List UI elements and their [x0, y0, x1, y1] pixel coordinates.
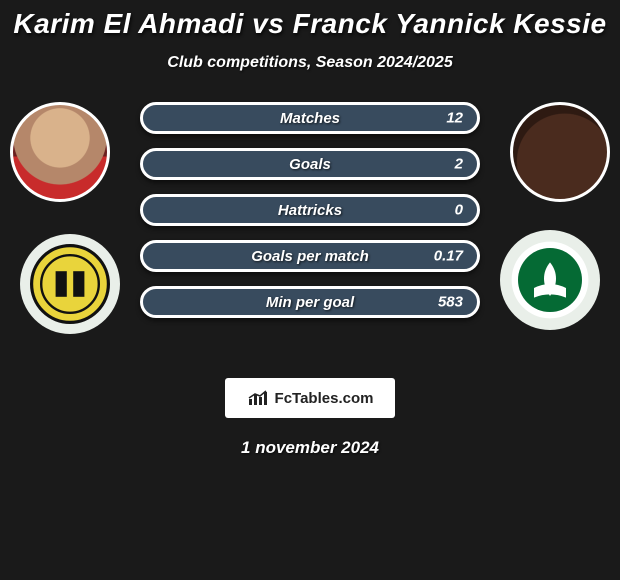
stat-value: 0.17: [434, 248, 463, 265]
comparison-panel: Matches 12 Goals 2 Hattricks 0 Goals per…: [0, 102, 620, 362]
stat-bar-hattricks: Hattricks 0: [140, 194, 480, 226]
stat-bar-goals-per-match: Goals per match 0.17: [140, 240, 480, 272]
brand-badge: FcTables.com: [225, 378, 395, 418]
stat-value: 2: [455, 156, 463, 173]
stat-label: Min per goal: [266, 294, 354, 311]
stat-bars: Matches 12 Goals 2 Hattricks 0 Goals per…: [140, 102, 480, 332]
chart-icon: [247, 389, 271, 407]
stat-value: 12: [446, 110, 463, 127]
page-title: Karim El Ahmadi vs Franck Yannick Kessie: [0, 0, 620, 40]
stat-bar-goals: Goals 2: [140, 148, 480, 180]
stat-label: Goals: [289, 156, 331, 173]
stat-label: Matches: [280, 110, 340, 127]
stat-value: 0: [455, 202, 463, 219]
brand-text: FcTables.com: [275, 390, 374, 407]
player-right-avatar: [510, 102, 610, 202]
ittihad-club-badge: [20, 234, 120, 334]
stat-label: Hattricks: [278, 202, 342, 219]
al-ahli-badge: [500, 230, 600, 330]
stat-label: Goals per match: [251, 248, 369, 265]
player-left-avatar: [10, 102, 110, 202]
stat-bar-matches: Matches 12: [140, 102, 480, 134]
stat-bar-min-per-goal: Min per goal 583: [140, 286, 480, 318]
stat-value: 583: [438, 294, 463, 311]
date-text: 1 november 2024: [0, 438, 620, 458]
subtitle: Club competitions, Season 2024/2025: [0, 54, 620, 72]
